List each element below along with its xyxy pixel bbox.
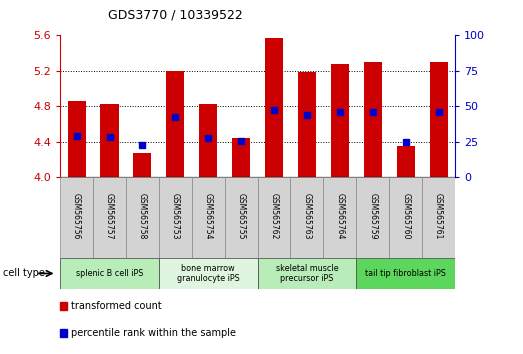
Bar [389,177,422,258]
Bar [133,153,152,177]
Bar [166,71,185,177]
Text: splenic B cell iPS: splenic B cell iPS [76,269,143,278]
Bar [363,62,382,177]
Text: GSM565754: GSM565754 [204,193,213,239]
Bar [265,38,283,177]
Text: GSM565755: GSM565755 [236,193,246,239]
Bar [356,177,389,258]
Bar [331,64,349,177]
Text: GSM565760: GSM565760 [401,193,410,239]
Bar [290,177,323,258]
Bar [67,101,86,177]
Bar [422,177,455,258]
Text: bone marrow
granulocyte iPS: bone marrow granulocyte iPS [177,264,240,283]
Bar [225,177,257,258]
Text: percentile rank within the sample: percentile rank within the sample [71,328,236,338]
Text: GSM565763: GSM565763 [302,193,311,239]
Text: transformed count: transformed count [71,301,162,311]
Text: skeletal muscle
precursor iPS: skeletal muscle precursor iPS [276,264,338,283]
Bar [159,177,192,258]
Text: GDS3770 / 10339522: GDS3770 / 10339522 [108,8,242,21]
Bar [429,62,448,177]
Text: GSM565761: GSM565761 [434,193,443,239]
Bar [192,177,225,258]
Bar [159,258,257,289]
Bar [323,177,356,258]
Bar [60,258,159,289]
Text: GSM565753: GSM565753 [171,193,180,239]
Bar [126,177,159,258]
Bar [396,146,415,177]
Bar [93,177,126,258]
Text: GSM565762: GSM565762 [269,193,279,239]
Text: GSM565756: GSM565756 [72,193,81,239]
Text: cell type: cell type [3,268,44,279]
Text: tail tip fibroblast iPS: tail tip fibroblast iPS [365,269,446,278]
Bar [60,177,93,258]
Bar [257,177,290,258]
Bar [356,258,455,289]
Bar [232,138,250,177]
Text: GSM565764: GSM565764 [335,193,344,239]
Bar [199,103,217,177]
Text: GSM565758: GSM565758 [138,193,147,239]
Text: GSM565759: GSM565759 [368,193,377,239]
Bar [100,103,119,177]
Bar [298,72,316,177]
Bar [257,258,356,289]
Text: GSM565757: GSM565757 [105,193,114,239]
